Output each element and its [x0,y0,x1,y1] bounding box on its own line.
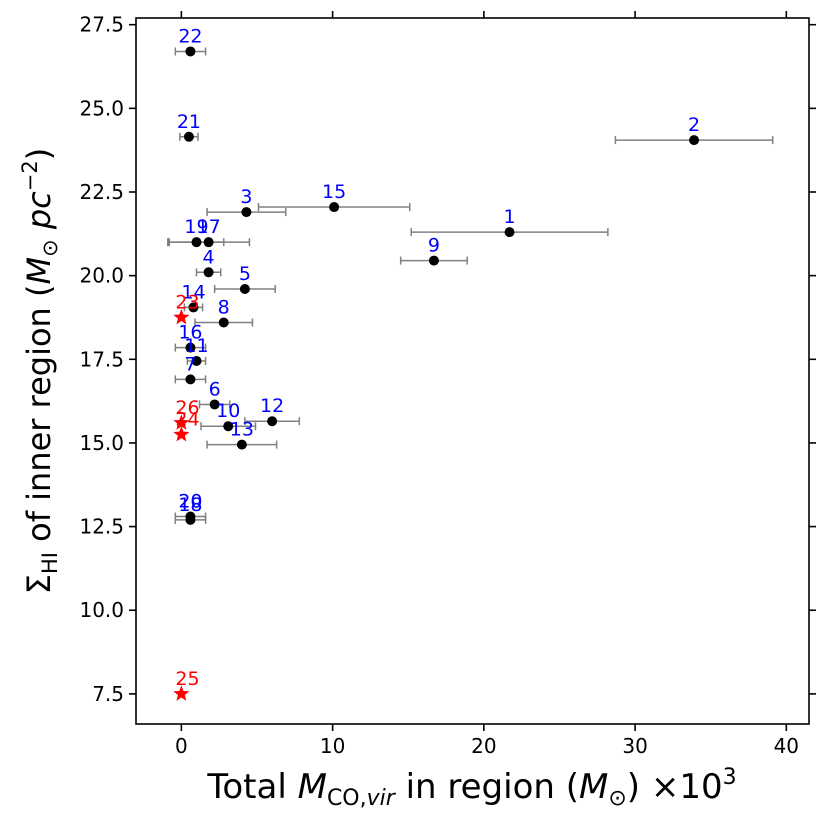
x-axis-title-sub-italic: vir [367,786,397,811]
data-point [241,207,252,218]
data-point [236,439,247,450]
data-point [188,302,199,313]
data-point [191,237,202,248]
y-axis-title-sub: HI [38,552,62,574]
data-point [223,421,234,432]
point-label: 10 [216,400,240,422]
y-tick-label: 10.0 [79,598,124,622]
point-label: 8 [218,296,230,318]
x-axis-title-var: M [298,767,327,807]
data-point [504,227,515,238]
y-axis-title: ΣHI of inner region (M⊙ pc−2) [18,148,62,594]
point-label: 12 [260,395,284,417]
x-axis-title-unit-sub: ⊙ [608,786,626,811]
x-axis-title-unit-var: M [579,767,608,807]
x-tick-label: 20 [471,734,496,758]
y-tick-label: 27.5 [79,13,124,37]
data-point [191,355,202,366]
data-point [329,202,340,213]
point-label: 24 [175,409,199,431]
point-label: 6 [209,378,221,400]
star-marker [173,414,190,430]
x-axis-title-exponent: 3 [723,765,737,790]
y-axis-title-unit-var: M [20,257,58,285]
point-label: 15 [322,181,346,203]
x-tick-label: 40 [774,734,799,758]
y-tick-label: 20.0 [79,264,124,288]
y-tick-label: 25.0 [79,96,124,120]
y-tick-label: 15.0 [79,431,124,455]
y-axis-title-suffix: ) [20,148,58,160]
data-point [689,135,700,146]
point-label: 26 [175,397,199,419]
y-tick-label: 22.5 [79,180,124,204]
y-axis-title-exponent: −2 [18,160,42,191]
data-point [239,284,250,295]
y-tick-label: 17.5 [79,347,124,371]
data-point [185,514,196,525]
data-point [183,131,194,142]
point-label: 4 [203,246,215,268]
x-tick-label: 30 [622,734,647,758]
data-point [185,374,196,385]
point-label: 20 [178,491,202,513]
data-point [203,237,214,248]
point-label: 22 [178,25,202,47]
data-point [185,342,196,353]
y-axis-title-unit-rest: pc [20,191,58,239]
x-axis-title: Total MCO,vir in region (M⊙) ×103 [206,765,736,811]
point-label: 21 [177,111,201,133]
x-tick-label: 10 [320,734,345,758]
star-marker [173,685,190,701]
data-point [218,317,229,328]
data-point [428,255,439,266]
point-label: 11 [184,335,208,357]
point-label: 2 [688,114,700,136]
point-label: 16 [178,322,202,344]
plot-area [136,18,809,724]
x-axis-title-prefix: Total [206,767,297,807]
y-tick-label: 7.5 [92,682,124,706]
point-label: 7 [184,353,196,375]
point-label: 14 [181,281,205,303]
data-point [203,267,214,278]
point-label: 1 [504,206,516,228]
data-point [267,416,278,427]
y-axis-title-middle: of inner region ( [20,285,58,553]
point-label: 13 [230,419,254,441]
x-axis-title-middle: in region ( [395,767,579,807]
point-label: 9 [428,235,440,257]
plot-frame [135,17,810,725]
star-marker [173,308,190,325]
star-marker [173,426,190,442]
y-tick-label: 12.5 [79,515,124,539]
y-axis-title-symbol: Σ [20,574,58,594]
data-point [185,46,196,57]
y-axis-title-unit-sub: ⊙ [38,239,62,257]
point-label: 25 [175,668,199,690]
x-axis-title-sub-upright: CO, [327,786,367,811]
point-label: 17 [196,216,220,238]
point-label: 18 [178,494,202,516]
point-label: 23 [175,291,199,313]
data-point [209,399,220,410]
x-tick-label: 0 [175,734,188,758]
point-label: 5 [239,263,251,285]
point-label: 19 [184,216,208,238]
point-label: 3 [240,186,252,208]
x-axis-title-suffix: ) ×10 [627,767,723,807]
